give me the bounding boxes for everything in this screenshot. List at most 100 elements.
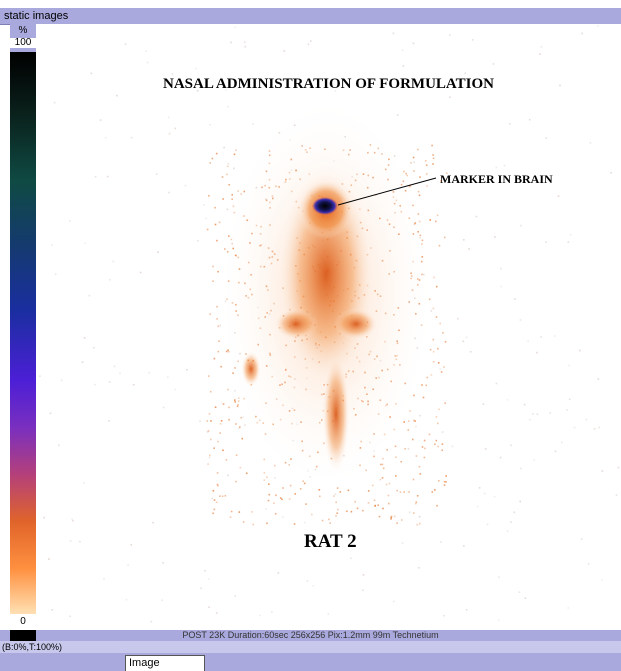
speckle-dot — [274, 477, 276, 479]
tab-image[interactable]: Image — [125, 655, 205, 671]
speckle-dot — [108, 420, 110, 422]
speckle-dot — [483, 492, 486, 495]
speckle-dot — [435, 285, 438, 288]
speckle-dot — [199, 420, 201, 423]
speckle-dot — [567, 241, 570, 243]
speckle-dot — [72, 520, 74, 522]
speckle-dot — [443, 484, 446, 486]
speckle-dot — [252, 523, 255, 526]
speckle-dot — [206, 420, 208, 422]
speckle-dot — [235, 480, 237, 483]
speckle-dot — [553, 335, 556, 337]
speckle-dot — [217, 485, 219, 487]
speckle-dot — [430, 374, 433, 376]
speckle-dot — [273, 502, 275, 504]
speckle-dot — [463, 239, 465, 241]
speckle-dot — [157, 251, 159, 253]
speckle-dot — [208, 413, 211, 415]
speckle-dot — [581, 32, 583, 35]
speckle-dot — [152, 521, 154, 524]
speckle-dot — [48, 558, 50, 560]
speckle-dot — [212, 280, 214, 282]
speckle-dot — [536, 413, 539, 416]
speckle-dot — [209, 123, 211, 126]
speckle-dot — [305, 503, 307, 505]
speckle-dot — [293, 523, 296, 525]
speckle-dot — [440, 180, 442, 182]
speckle-dot — [415, 501, 418, 503]
speckle-dot — [346, 510, 348, 513]
speckle-dot — [560, 441, 563, 444]
speckle-dot — [390, 518, 392, 520]
speckle-dot — [230, 41, 232, 44]
speckle-dot — [419, 176, 421, 178]
speckle-dot — [239, 466, 242, 469]
speckle-dot — [207, 430, 210, 432]
window-range-readout: (B:0%,T:100%) — [0, 641, 621, 653]
speckle-dot — [468, 248, 470, 250]
speckle-dot — [234, 26, 236, 29]
speckle-dot — [299, 488, 302, 490]
speckle-dot — [218, 221, 221, 224]
speckle-dot — [506, 399, 509, 401]
speckle-dot — [428, 433, 431, 436]
speckle-dot — [557, 195, 560, 197]
window-titlebar[interactable]: static images — [0, 8, 621, 25]
speckle-dot — [444, 236, 446, 239]
speckle-dot — [212, 265, 214, 268]
speckle-dot — [440, 541, 442, 543]
speckle-dot — [294, 493, 296, 495]
speckle-dot — [360, 86, 362, 88]
side-uptake — [241, 351, 261, 387]
speckle-dot — [444, 402, 446, 404]
speckle-dot — [208, 578, 210, 580]
speckle-dot — [108, 381, 111, 383]
speckle-dot — [210, 438, 212, 441]
speckle-dot — [523, 403, 526, 406]
speckle-dot — [408, 491, 410, 493]
speckle-dot — [336, 512, 338, 514]
speckle-dot — [362, 509, 364, 512]
speckle-dot — [245, 472, 248, 475]
speckle-dot — [213, 357, 216, 360]
speckle-dot — [39, 375, 41, 377]
speckle-dot — [209, 313, 211, 315]
speckle-dot — [519, 319, 522, 321]
speckle-dot — [220, 420, 223, 422]
speckle-dot — [227, 105, 229, 108]
speckle-dot — [500, 285, 502, 288]
speckle-dot — [265, 508, 267, 510]
speckle-dot — [413, 170, 415, 172]
speckle-dot — [392, 32, 395, 35]
speckle-dot — [549, 412, 552, 414]
speckle-dot — [440, 176, 443, 178]
speckle-dot — [83, 482, 85, 484]
speckle-dot — [90, 72, 93, 75]
speckle-dot — [241, 437, 244, 440]
speckle-dot — [442, 332, 444, 334]
speckle-dot — [211, 497, 213, 500]
speckle-dot — [463, 545, 465, 547]
speckle-dot — [494, 236, 496, 238]
speckle-dot — [354, 501, 356, 503]
speckle-dot — [443, 366, 445, 368]
speckle-dot — [127, 564, 129, 566]
speckle-dot — [503, 164, 506, 167]
speckle-dot — [99, 119, 102, 121]
speckle-dot — [513, 511, 516, 514]
speckle-dot — [227, 388, 229, 391]
scan-image[interactable]: NASAL ADMINISTRATION OF FORMULATION MARK… — [36, 24, 621, 632]
speckle-dot — [212, 490, 215, 492]
speckle-dot — [88, 294, 91, 297]
speckle-dot — [377, 504, 379, 506]
speckle-dot — [69, 615, 71, 618]
speckle-dot — [410, 162, 412, 164]
speckle-dot — [421, 446, 424, 448]
speckle-dot — [423, 439, 426, 442]
speckle-dot — [499, 456, 502, 459]
speckle-dot — [449, 34, 451, 36]
speckle-dot — [328, 518, 330, 521]
speckle-dot — [60, 379, 63, 382]
speckle-dot — [327, 613, 330, 615]
speckle-dot — [402, 65, 405, 67]
